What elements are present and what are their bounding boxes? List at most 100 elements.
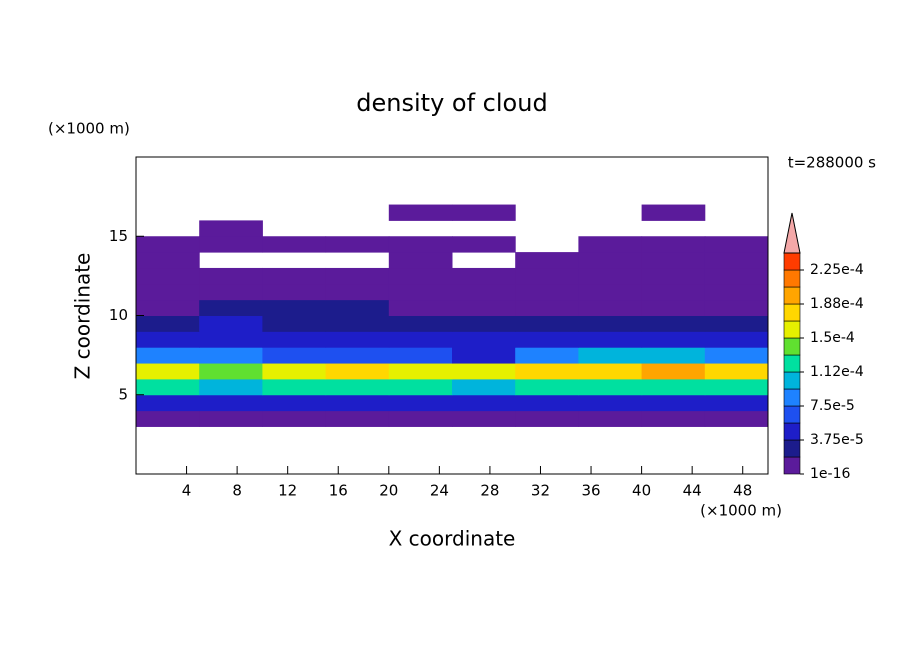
- cell: [136, 315, 200, 332]
- cell: [641, 315, 706, 332]
- colorbar-band: [783, 269, 801, 288]
- cell: [452, 347, 516, 364]
- cell: [452, 204, 516, 221]
- x-tick-label: 32: [531, 482, 550, 500]
- x-axis-label: X coordinate: [389, 527, 516, 551]
- cell: [262, 283, 327, 301]
- cell: [136, 347, 200, 364]
- cell: [262, 267, 327, 285]
- cell: [136, 236, 200, 253]
- cell: [515, 378, 579, 396]
- cell: [325, 394, 390, 412]
- cell: [199, 315, 263, 332]
- x-tick-label: 48: [733, 482, 752, 500]
- cell: [325, 299, 390, 316]
- colorbar-band: [783, 354, 801, 373]
- cell: [388, 283, 453, 301]
- x-tick-label: 12: [278, 482, 297, 500]
- cell: [704, 410, 769, 427]
- cell: [515, 267, 579, 285]
- cell: [578, 363, 643, 380]
- cell: [452, 394, 516, 412]
- cell: [199, 283, 263, 301]
- cell: [641, 252, 706, 269]
- cell: [578, 378, 643, 396]
- cell: [325, 331, 390, 348]
- cell: [388, 315, 453, 332]
- cell: [452, 299, 516, 316]
- cell: [641, 363, 706, 380]
- colorbar-band: [783, 320, 801, 339]
- cell: [452, 378, 516, 396]
- cell: [199, 347, 263, 364]
- colorbar-label: 2.25e-4: [810, 262, 864, 278]
- cell: [704, 267, 769, 285]
- cell: [704, 347, 769, 364]
- cell: [578, 410, 643, 427]
- cell: [325, 267, 390, 285]
- cell: [578, 283, 643, 301]
- cell: [641, 347, 706, 364]
- cell: [704, 283, 769, 301]
- cell: [388, 410, 453, 427]
- x-tick-label: 8: [232, 482, 242, 500]
- colorbar-band: [783, 303, 801, 322]
- colorbar-band: [783, 252, 801, 271]
- cell: [452, 331, 516, 348]
- cell: [578, 252, 643, 269]
- cell: [704, 378, 769, 396]
- cell: [515, 299, 579, 316]
- colorbar-band: [783, 286, 801, 305]
- colorbar-band: [783, 405, 801, 424]
- cell: [515, 394, 579, 412]
- cell: [641, 267, 706, 285]
- cell: [262, 347, 327, 364]
- x-tick-label: 20: [379, 482, 398, 500]
- cell: [262, 299, 327, 316]
- cell: [199, 363, 263, 380]
- cell: [704, 315, 769, 332]
- cell: [388, 331, 453, 348]
- cell: [704, 394, 769, 412]
- colorbar-band: [783, 337, 801, 356]
- y-tick-label: 15: [109, 227, 128, 245]
- cell: [515, 347, 579, 364]
- cell: [641, 378, 706, 396]
- cell: [452, 236, 516, 253]
- colorbar-label: 1.5e-4: [810, 330, 855, 346]
- cell: [641, 331, 706, 348]
- cell: [641, 410, 706, 427]
- colorbar-band: [783, 422, 801, 441]
- x-tick-label: 44: [683, 482, 702, 500]
- cell: [704, 252, 769, 269]
- cell: [136, 299, 200, 316]
- y-tick-label: 10: [109, 306, 128, 324]
- cell: [704, 299, 769, 316]
- cell: [325, 410, 390, 427]
- cell: [262, 394, 327, 412]
- cell: [704, 236, 769, 253]
- cell: [199, 299, 263, 316]
- cell: [325, 236, 390, 253]
- cell: [515, 315, 579, 332]
- cell: [578, 394, 643, 412]
- cell: [515, 410, 579, 427]
- x-tick-label: 40: [632, 482, 651, 500]
- cell: [136, 283, 200, 301]
- x-unit: (×1000 m): [700, 502, 782, 520]
- cell: [325, 378, 390, 396]
- cell: [136, 378, 200, 396]
- annotation: t=288000 s: [788, 154, 876, 172]
- colorbar-label: 7.5e-5: [810, 398, 855, 414]
- cell: [388, 378, 453, 396]
- cell: [199, 410, 263, 427]
- cell: [388, 394, 453, 412]
- cell: [704, 331, 769, 348]
- cell: [515, 283, 579, 301]
- colorbar-band: [783, 388, 801, 407]
- cell: [325, 347, 390, 364]
- colorbar-band: [783, 371, 801, 390]
- cell: [136, 363, 200, 380]
- cell: [641, 236, 706, 253]
- cell: [388, 252, 453, 269]
